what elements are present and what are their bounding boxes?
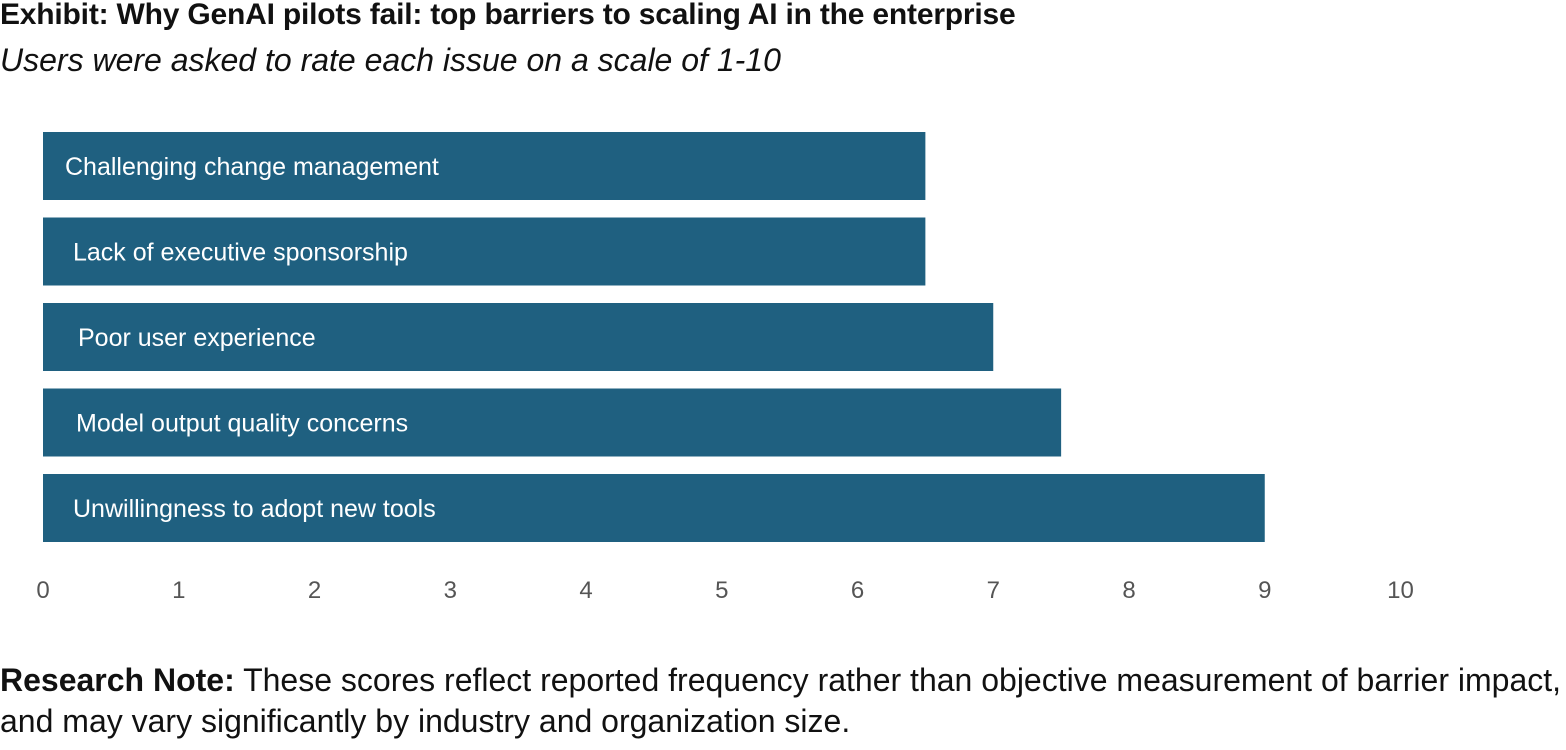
x-tick-label: 5 — [715, 577, 728, 604]
bar — [43, 388, 1062, 457]
bar — [43, 132, 926, 200]
bar — [43, 217, 926, 286]
x-tick-label: 9 — [1258, 577, 1271, 604]
bar-chart: Challenging change management Lack of exe… — [36, 132, 1414, 604]
x-tick-label: 4 — [579, 577, 592, 604]
x-tick-label: 1 — [172, 577, 185, 604]
bar-label: Challenging change management — [65, 153, 439, 181]
x-tick-label: 8 — [1122, 577, 1135, 604]
x-tick-label: 7 — [987, 577, 1000, 604]
bar — [43, 474, 1265, 542]
bar-label: Unwillingness to adopt new tools — [73, 495, 436, 523]
x-tick-label: 0 — [36, 577, 49, 604]
chart-title: Exhibit: Why GenAI pilots fail: top barr… — [0, 0, 1016, 31]
bar-label: Poor user experience — [78, 324, 316, 352]
bar — [43, 303, 994, 371]
x-tick-label: 2 — [308, 577, 321, 604]
research-note-heading: Research Note: — [0, 662, 235, 698]
bar-label: Lack of executive sponsorship — [73, 239, 408, 267]
x-tick-label: 10 — [1387, 577, 1414, 604]
x-tick-label: 3 — [444, 577, 457, 604]
bar-label: Model output quality concerns — [76, 410, 408, 438]
research-note-text: These scores reflect reported frequency … — [0, 662, 1562, 739]
research-note: Research Note: These scores reflect repo… — [0, 660, 1566, 742]
x-tick-label: 6 — [851, 577, 864, 604]
chart-subtitle: Users were asked to rate each issue on a… — [0, 42, 781, 78]
